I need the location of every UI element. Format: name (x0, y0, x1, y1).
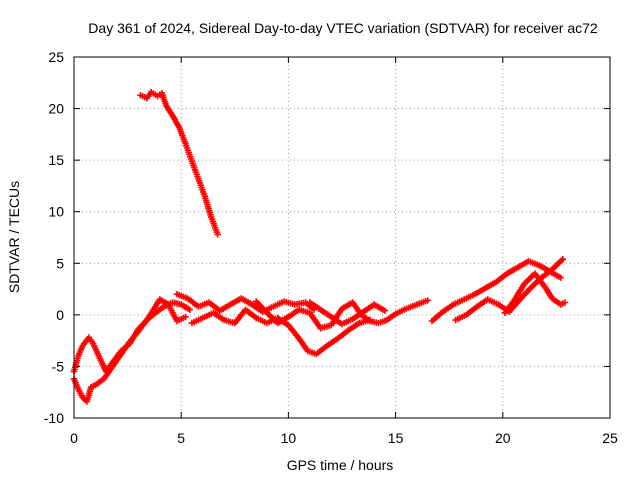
chart-title: Day 361 of 2024, Sidereal Day-to-day VTE… (88, 20, 598, 36)
x-tick-label: 5 (177, 430, 185, 446)
data-point (381, 307, 389, 314)
y-axis-label: SDTVAR / TECUs (6, 181, 22, 293)
data-point (186, 306, 193, 313)
data-point (561, 299, 569, 306)
series-track-mid-b (188, 306, 374, 358)
y-tick-label: 15 (48, 152, 64, 168)
y-tick-label: 25 (48, 49, 64, 65)
series-track-high-descending (137, 88, 221, 238)
y-tick-label: -10 (44, 410, 64, 426)
data-point (214, 231, 221, 238)
series-track-mid-d (306, 299, 389, 328)
series-track-late-c (501, 270, 569, 316)
series-track-late-a (428, 258, 564, 325)
x-tick-label: 25 (602, 430, 618, 446)
grid (74, 57, 610, 418)
y-tick-label: 20 (48, 101, 64, 117)
data-point (557, 274, 564, 281)
x-tick-label: 0 (70, 430, 78, 446)
series-track-early-low (70, 296, 189, 405)
data-point (182, 313, 189, 321)
series-track-late-b (452, 256, 566, 324)
x-tick-label: 10 (281, 430, 297, 446)
series-track-mid-c (253, 297, 431, 332)
x-axis-label: GPS time / hours (287, 457, 394, 473)
y-tick-label: 10 (48, 204, 64, 220)
y-tick-label: -5 (52, 358, 65, 374)
y-tick-label: 5 (56, 255, 64, 271)
x-tick-label: 20 (495, 430, 511, 446)
x-tick-label: 15 (388, 430, 404, 446)
data-series (70, 88, 569, 405)
y-tick-label: 0 (56, 307, 64, 323)
data-point (424, 297, 431, 304)
plot-frame (73, 56, 611, 419)
data-point (559, 256, 566, 263)
